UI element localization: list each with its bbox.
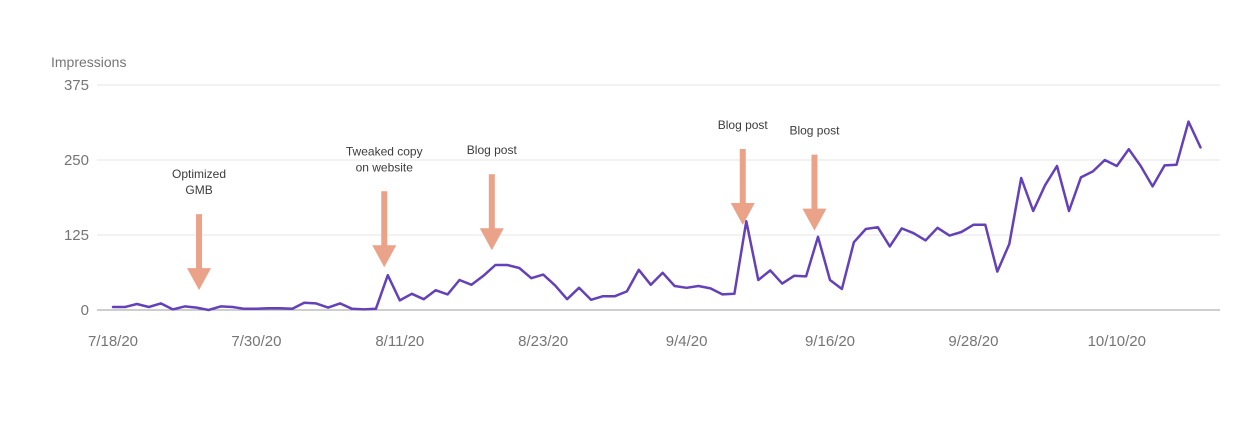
y-tick-label: 375 (64, 77, 89, 94)
arrow-head-icon (372, 245, 397, 268)
arrow-head-icon (730, 202, 755, 225)
y-axis-ticks: 0 125 250 375 (64, 77, 89, 319)
y-axis-title: Impressions (51, 54, 126, 70)
annotation-label: on website (356, 160, 414, 174)
annotation: Tweaked copy on website (346, 144, 423, 268)
y-tick-label: 250 (64, 152, 89, 169)
arrow-head-icon (802, 208, 827, 231)
x-tick-label: 9/28/20 (948, 333, 998, 350)
y-tick-label: 0 (81, 302, 89, 319)
x-tick-label: 8/11/20 (375, 333, 424, 350)
gridlines (97, 84, 1220, 311)
x-axis-ticks: 7/18/20 7/30/20 8/11/20 8/23/20 9/4/20 9/16/2… (88, 333, 1146, 350)
annotation-label: Tweaked copy (346, 144, 423, 158)
annotation: Blog post (718, 118, 769, 225)
x-tick-label: 9/16/20 (805, 333, 855, 350)
arrow-head-icon (479, 228, 504, 251)
annotation: Optimized GMB (172, 167, 226, 291)
x-tick-label: 9/4/20 (666, 333, 708, 350)
arrow-head-icon (187, 268, 212, 291)
series-line (111, 120, 1202, 312)
series-group (111, 120, 1202, 312)
x-tick-label: 7/30/20 (231, 333, 281, 350)
annotations-group: Optimized GMB Tweaked copy on website Blog p… (172, 118, 840, 291)
annotation: Blog post (467, 143, 518, 251)
x-tick-label: 8/23/20 (518, 333, 568, 350)
annotation-label: Optimized (172, 167, 226, 181)
y-tick-label: 125 (64, 227, 89, 244)
x-tick-label: 10/10/20 (1088, 333, 1146, 350)
annotation-label: Blog post (718, 118, 769, 132)
annotation-label: Blog post (467, 143, 518, 157)
x-tick-label: 7/18/20 (88, 333, 138, 350)
annotation-label: GMB (185, 183, 212, 197)
annotation-label: Blog post (789, 124, 840, 138)
annotation: Blog post (789, 124, 840, 231)
